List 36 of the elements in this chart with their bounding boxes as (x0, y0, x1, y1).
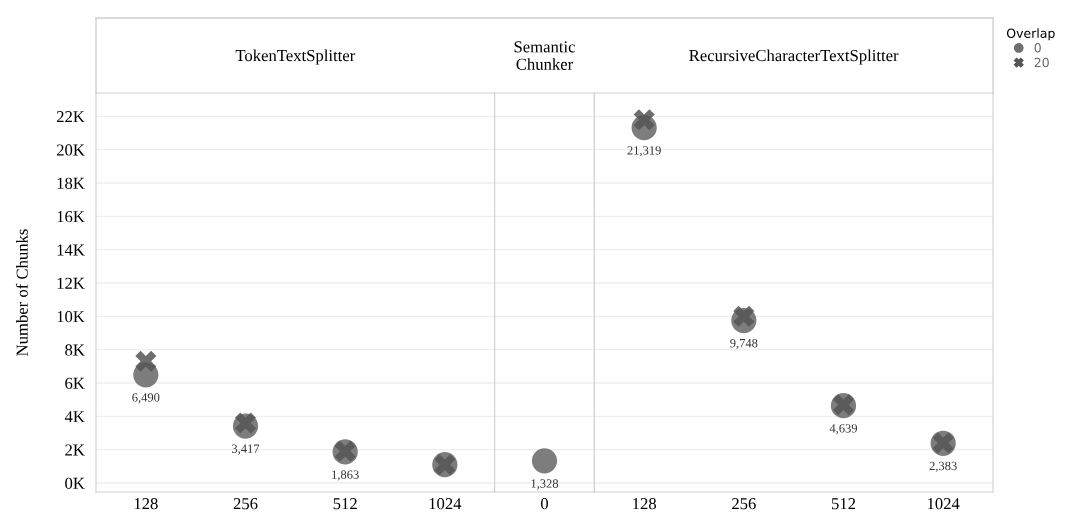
y-tick-label: 6K (65, 377, 85, 389)
x-tick-label: 128 (134, 498, 158, 510)
y-tick-label: 10K (57, 311, 85, 323)
chart-title: Semantic Chunker (514, 41, 575, 70)
y-tick-label: 8K (65, 344, 85, 356)
y-tick-label: 12K (57, 277, 85, 289)
chart-title: RecursiveCharacterTextSplitter (689, 49, 899, 65)
x-tick-label: 512 (831, 498, 856, 510)
legend-label: 20 (1034, 57, 1049, 68)
chart-title: TokenTextSplitter (235, 49, 356, 65)
x-tick-label: 0 (540, 498, 549, 510)
data-label: 4,639 (829, 424, 858, 435)
legend-label: 0 (1034, 43, 1041, 53)
data-label: 21,319 (627, 146, 661, 157)
data-label: 9,748 (730, 338, 758, 350)
x-tick-label: 128 (633, 498, 657, 510)
x-tick-label: 512 (333, 498, 357, 510)
x-tick-label: 1024 (429, 498, 462, 510)
y-axis-title: Number of Chunks (15, 229, 28, 356)
data-label: 3,417 (232, 444, 260, 455)
y-tick-label: 2K (65, 444, 85, 456)
y-tick-label: 0K (65, 477, 85, 489)
y-tick-label: 20K (56, 144, 85, 156)
y-tick-label: 22K (56, 111, 85, 123)
data-label: 1,328 (531, 479, 559, 490)
x-tick-label: 1024 (927, 498, 960, 510)
x-tick-label: 256 (732, 498, 756, 510)
y-tick-label: 14K (57, 244, 85, 256)
data-label: 6,490 (132, 393, 160, 404)
legend-title: Overlap (1006, 28, 1055, 41)
x-tick-label: 256 (233, 498, 258, 510)
y-tick-label: 4K (64, 411, 85, 423)
data-label: 2,383 (929, 461, 957, 472)
y-tick-label: 16K (57, 211, 85, 223)
data-label: 1,863 (332, 470, 359, 481)
y-tick-label: 18K (57, 177, 85, 189)
